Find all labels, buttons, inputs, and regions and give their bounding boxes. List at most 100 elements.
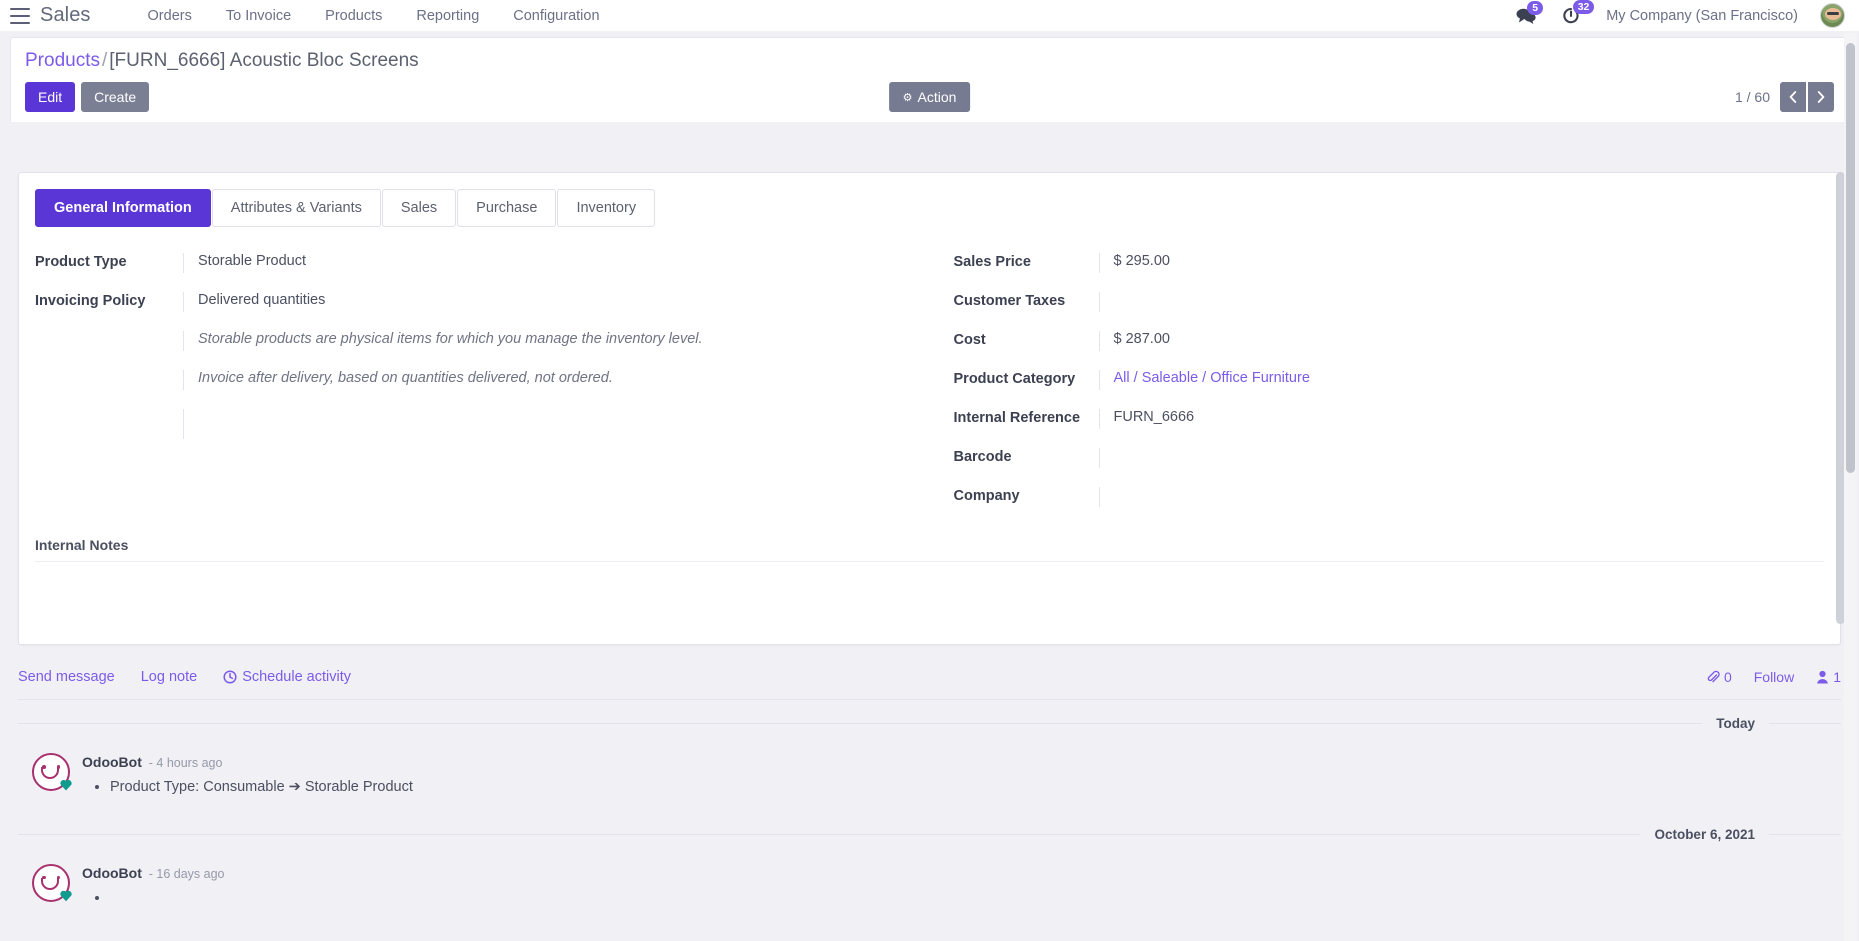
page-scrollbar-thumb[interactable] [1846, 43, 1855, 473]
field-label: Invoicing Policy [35, 293, 146, 309]
page-title: [FURN_6666] Acoustic Bloc Screens [109, 50, 419, 71]
field-label: Internal Reference [953, 410, 1081, 426]
tab-sales[interactable]: Sales [381, 189, 457, 227]
edit-button[interactable]: Edit [25, 82, 76, 112]
internal-notes-input[interactable] [35, 562, 1824, 624]
message-header: OdooBot - 16 days ago [82, 865, 1827, 881]
tracking-value [110, 888, 1827, 910]
field-customer-taxes: Customer Taxes [954, 292, 1825, 312]
send-message-button[interactable]: Send message [18, 669, 115, 685]
schedule-activity-label: Schedule activity [242, 669, 351, 685]
tab-purchase[interactable]: Purchase [457, 189, 557, 227]
odoobot-avatar[interactable] [32, 863, 72, 902]
nav-item-products[interactable]: Products [325, 7, 383, 24]
avatar-smile [41, 767, 59, 779]
messages-count-badge: 5 [1527, 0, 1544, 15]
followers-count: 1 [1833, 669, 1841, 685]
field-value[interactable]: Storable Product [183, 253, 930, 273]
field-label: Barcode [953, 449, 1012, 465]
hint-row-invoicing-policy: Invoice after delivery, based on quantit… [35, 370, 930, 390]
messages-icon[interactable]: 5 [1516, 0, 1544, 24]
field-value[interactable] [1098, 448, 1825, 468]
user-avatar[interactable] [1820, 3, 1845, 28]
create-button[interactable]: Create [81, 82, 150, 112]
tab-inventory[interactable]: Inventory [557, 189, 656, 227]
field-label: Company [953, 488, 1020, 504]
nav-item-orders[interactable]: Orders [147, 7, 192, 24]
field-value[interactable] [1098, 487, 1825, 507]
message-body: OdooBot - 4 hours ago Product Type: Cons… [82, 753, 1827, 799]
message-author[interactable]: OdooBot [82, 754, 142, 770]
message-body: OdooBot - 16 days ago [82, 864, 1827, 910]
activities-count-badge: 32 [1573, 0, 1594, 14]
message-tracking-list: Product Type: Consumable ➔ Storable Prod… [110, 777, 1827, 799]
follow-button[interactable]: Follow [1753, 669, 1795, 685]
pager: 1 / 60 [1735, 82, 1834, 112]
followers-button[interactable]: 1 [1816, 669, 1841, 685]
separator-line [1769, 833, 1841, 835]
tab-general-information[interactable]: General Information [35, 189, 211, 227]
clock-icon [223, 670, 237, 684]
hint-row-filler [35, 409, 930, 439]
control-panel-buttons-row: Edit Create ⚙ Action 1 / 60 [25, 82, 1834, 112]
field-value[interactable]: Delivered quantities [183, 292, 930, 312]
field-invoicing-policy: Invoicing Policy Delivered quantities [35, 292, 930, 312]
field-label: Cost [953, 332, 986, 348]
log-note-button[interactable]: Log note [140, 669, 198, 685]
odoobot-avatar[interactable] [32, 753, 70, 791]
sheet-scrollbar-thumb[interactable] [1836, 172, 1845, 624]
field-value[interactable] [1098, 292, 1825, 312]
sheet-scrollbar[interactable] [1836, 172, 1845, 624]
hint-spacer [35, 331, 183, 351]
field-label: Customer Taxes [953, 293, 1066, 309]
hint-text: Storable products are physical items for… [183, 331, 930, 351]
pager-next-button[interactable] [1808, 82, 1834, 112]
action-button-wrapper: ⚙ Action [888, 82, 971, 112]
date-separator-label: Today [1716, 716, 1755, 731]
tracking-value: Product Type: Consumable ➔ Storable Prod… [110, 777, 1827, 799]
message-timestamp: - 16 days ago [148, 866, 225, 881]
attachment-count: 0 [1723, 669, 1732, 685]
field-product-type: Product Type Storable Product [35, 253, 930, 273]
field-company: Company [954, 487, 1825, 507]
heart-icon [60, 890, 72, 902]
field-value[interactable]: FURN_6666 [1098, 409, 1825, 429]
pager-previous-button[interactable] [1780, 82, 1806, 112]
nav-item-reporting[interactable]: Reporting [416, 7, 480, 24]
breadcrumb-link-products[interactable]: Products [25, 50, 100, 71]
chevron-left-icon [1789, 91, 1797, 103]
field-sales-price: Sales Price $ 295.00 [954, 253, 1825, 273]
gear-icon: ⚙ [902, 91, 913, 104]
product-category-link[interactable]: All / Saleable / Office Furniture [1113, 370, 1310, 386]
field-label: Product Type [35, 254, 127, 270]
chatter-toolbar-right: 0 Follow 1 [1706, 669, 1841, 685]
separator-line [1769, 723, 1841, 724]
hint-spacer [35, 409, 183, 439]
form-scroll-area: General Information Attributes & Variant… [0, 172, 1859, 941]
field-value[interactable]: $ 287.00 [1098, 331, 1825, 351]
internal-notes-label: Internal Notes [35, 537, 1824, 562]
field-value[interactable]: $ 295.00 [1098, 253, 1825, 273]
field-value[interactable]: All / Saleable / Office Furniture [1098, 370, 1825, 390]
pager-count: 1 / 60 [1734, 89, 1770, 105]
date-separator-label: October 6, 2021 [1654, 826, 1755, 842]
tab-attributes-variants[interactable]: Attributes & Variants [211, 189, 381, 227]
chatter-toolbar: Send message Log note Schedule activity … [18, 659, 1841, 700]
page-scrollbar[interactable] [1844, 33, 1857, 941]
nav-item-configuration[interactable]: Configuration [513, 7, 600, 24]
company-selector[interactable]: My Company (San Francisco) [1606, 7, 1798, 24]
field-label: Product Category [953, 371, 1076, 387]
hamburger-icon[interactable] [10, 7, 30, 24]
heart-icon [60, 779, 72, 791]
message-item: OdooBot - 4 hours ago Product Type: Cons… [18, 741, 1841, 811]
activities-clock-icon[interactable]: 32 [1562, 0, 1594, 24]
attachments-button[interactable]: 0 [1706, 669, 1732, 685]
column-rule-filler [183, 409, 930, 439]
form-column-right: Sales Price $ 295.00 Customer Taxes Cost… [930, 253, 1825, 507]
paperclip-icon [1707, 670, 1720, 683]
app-brand-sales[interactable]: Sales [40, 4, 91, 26]
message-author[interactable]: OdooBot [82, 864, 142, 881]
nav-item-to-invoice[interactable]: To Invoice [225, 7, 292, 24]
schedule-activity-button[interactable]: Schedule activity [223, 669, 351, 685]
action-button[interactable]: ⚙ Action [888, 82, 971, 112]
